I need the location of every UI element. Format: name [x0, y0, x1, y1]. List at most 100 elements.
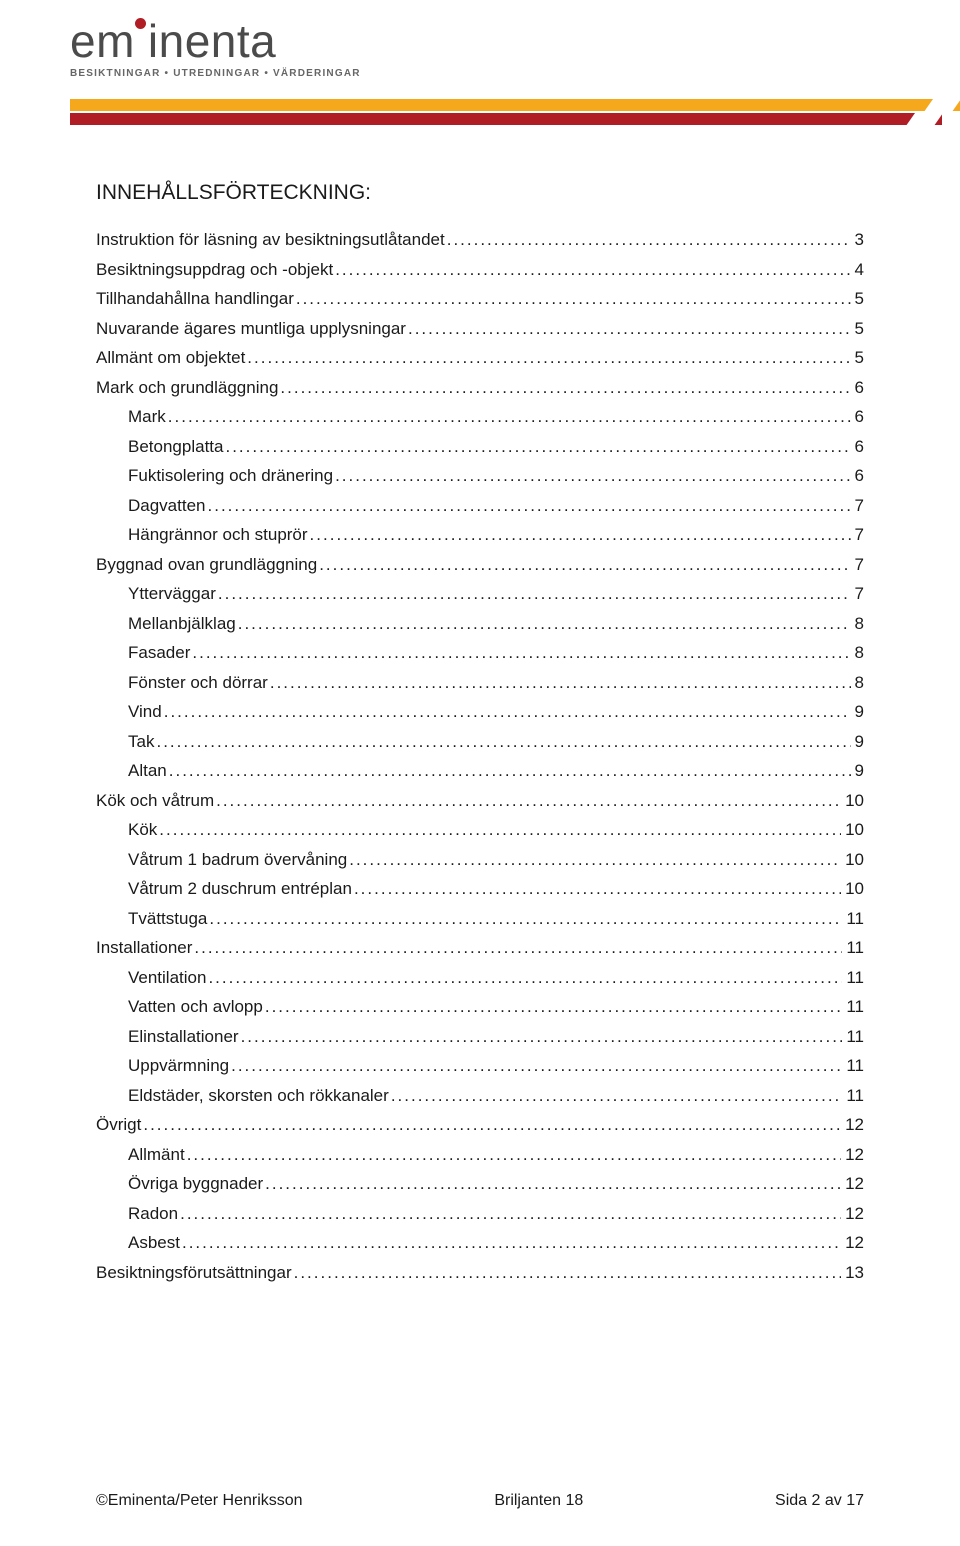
toc-row[interactable]: Tillhandahållna handlingar 5	[96, 290, 864, 307]
toc-row[interactable]: Tvättstuga 11	[96, 910, 864, 927]
toc-row[interactable]: Installationer 11	[96, 939, 864, 956]
toc-row[interactable]: Ytterväggar 7	[96, 585, 864, 602]
toc-label: Ventilation	[128, 969, 206, 986]
toc-dots	[241, 1028, 843, 1045]
toc-row[interactable]: Tak 9	[96, 733, 864, 750]
toc-row[interactable]: Fuktisolering och dränering 6	[96, 467, 864, 484]
toc-row[interactable]: Övrigt 12	[96, 1116, 864, 1133]
toc-row[interactable]: Kök och våtrum 10	[96, 792, 864, 809]
toc-label: Betongplatta	[128, 438, 223, 455]
toc-row[interactable]: Ventilation 11	[96, 969, 864, 986]
toc-row[interactable]: Fasader 8	[96, 644, 864, 661]
toc-row[interactable]: Fönster och dörrar 8	[96, 674, 864, 691]
toc-page-number: 9	[853, 703, 864, 720]
toc-label: Uppvärmning	[128, 1057, 229, 1074]
toc-label: Övrigt	[96, 1116, 141, 1133]
toc-dots	[294, 1264, 841, 1281]
toc-label: Kök	[128, 821, 157, 838]
toc-dots	[208, 497, 851, 514]
toc-dots	[354, 880, 841, 897]
toc-page-number: 12	[843, 1175, 864, 1192]
toc-page-number: 7	[853, 585, 864, 602]
toc-page-number: 10	[843, 792, 864, 809]
toc-row[interactable]: Asbest 12	[96, 1234, 864, 1251]
footer-center: Briljanten 18	[494, 1492, 583, 1510]
toc-page-number: 12	[843, 1116, 864, 1133]
bullet-icon: •	[165, 68, 170, 79]
toc-row[interactable]: Altan 9	[96, 762, 864, 779]
toc-page-number: 5	[853, 290, 864, 307]
toc-row[interactable]: Hängrännor och stuprör 7	[96, 526, 864, 543]
toc-row[interactable]: Vind 9	[96, 703, 864, 720]
toc-row[interactable]: Uppvärmning 11	[96, 1057, 864, 1074]
toc-row[interactable]: Våtrum 2 duschrum entréplan 10	[96, 880, 864, 897]
toc-page-number: 7	[853, 497, 864, 514]
stripe-bottom	[70, 113, 942, 125]
toc-row[interactable]: Besiktningsförutsättningar 13	[96, 1264, 864, 1281]
toc-row[interactable]: Eldstäder, skorsten och rökkanaler 11	[96, 1087, 864, 1104]
toc-row[interactable]: Mark 6	[96, 408, 864, 425]
header-stripes	[70, 99, 960, 125]
toc-label: Installationer	[96, 939, 192, 956]
toc-row[interactable]: Allmänt 12	[96, 1146, 864, 1163]
toc-title: INNEHÅLLSFÖRTECKNING:	[96, 181, 864, 205]
toc-row[interactable]: Elinstallationer 11	[96, 1028, 864, 1045]
toc-row[interactable]: Nuvarande ägares muntliga upplysningar 5	[96, 320, 864, 337]
toc-dots	[192, 644, 850, 661]
toc-row[interactable]: Vatten och avlopp 11	[96, 998, 864, 1015]
toc-dots	[408, 320, 851, 337]
toc-label: Besiktningsförutsättningar	[96, 1264, 292, 1281]
toc-dots	[335, 261, 850, 278]
toc-page-number: 11	[844, 939, 864, 956]
brand-name: eminenta	[70, 18, 361, 64]
toc-dots	[335, 467, 850, 484]
toc-row[interactable]: Betongplatta 6	[96, 438, 864, 455]
brand-logo: eminenta BESIKTNINGAR•UTREDNINGAR•VÄRDER…	[70, 18, 361, 79]
toc-label: Fuktisolering och dränering	[128, 467, 333, 484]
toc-page-number: 11	[844, 910, 864, 927]
toc-label: Nuvarande ägares muntliga upplysningar	[96, 320, 406, 337]
toc-row[interactable]: Våtrum 1 badrum övervåning 10	[96, 851, 864, 868]
document-page: eminenta BESIKTNINGAR•UTREDNINGAR•VÄRDER…	[0, 0, 960, 1546]
tagline-part: VÄRDERINGAR	[273, 68, 361, 79]
toc-label: Besiktningsuppdrag och -objekt	[96, 261, 333, 278]
page-footer: ©Eminenta/Peter Henriksson Briljanten 18…	[96, 1492, 864, 1510]
toc-page-number: 6	[853, 438, 864, 455]
toc-page-number: 4	[853, 261, 864, 278]
toc-dots	[143, 1116, 841, 1133]
toc-label: Fönster och dörrar	[128, 674, 268, 691]
toc-label: Altan	[128, 762, 167, 779]
toc-row[interactable]: Byggnad ovan grundläggning 7	[96, 556, 864, 573]
logo-dot-icon	[135, 18, 146, 29]
toc-label: Radon	[128, 1205, 178, 1222]
toc-page-number: 7	[853, 556, 864, 573]
tagline-part: BESIKTNINGAR	[70, 68, 161, 79]
toc-row[interactable]: Kök 10	[96, 821, 864, 838]
toc-page-number: 8	[853, 644, 864, 661]
toc-row[interactable]: Mark och grundläggning 6	[96, 379, 864, 396]
toc-label: Hängrännor och stuprör	[128, 526, 308, 543]
tagline-part: UTREDNINGAR	[173, 68, 260, 79]
toc-label: Elinstallationer	[128, 1028, 239, 1045]
toc-dots	[164, 703, 851, 720]
toc-row[interactable]: Allmänt om objektet 5	[96, 349, 864, 366]
toc-row[interactable]: Mellanbjälklag 8	[96, 615, 864, 632]
toc-dots	[296, 290, 851, 307]
toc-dots	[216, 792, 841, 809]
toc-row[interactable]: Instruktion för läsning av besiktningsut…	[96, 231, 864, 248]
toc-label: Tillhandahållna handlingar	[96, 290, 294, 307]
toc-label: Vind	[128, 703, 162, 720]
toc-row[interactable]: Övriga byggnader 12	[96, 1175, 864, 1192]
toc-dots	[349, 851, 841, 868]
toc-row[interactable]: Besiktningsuppdrag och -objekt 4	[96, 261, 864, 278]
toc-dots	[247, 349, 850, 366]
toc-dots	[187, 1146, 841, 1163]
toc-dots	[168, 408, 851, 425]
toc-row[interactable]: Dagvatten 7	[96, 497, 864, 514]
toc-row[interactable]: Radon 12	[96, 1205, 864, 1222]
footer-right: Sida 2 av 17	[775, 1492, 864, 1510]
toc-dots	[182, 1234, 841, 1251]
toc-label: Kök och våtrum	[96, 792, 214, 809]
toc-dots	[194, 939, 842, 956]
footer-left: ©Eminenta/Peter Henriksson	[96, 1492, 303, 1510]
